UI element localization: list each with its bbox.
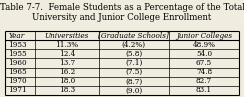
- Text: 1965: 1965: [9, 68, 27, 76]
- Text: Universities: Universities: [45, 32, 89, 40]
- Text: 16.2: 16.2: [59, 68, 75, 76]
- Text: (8.7): (8.7): [125, 77, 142, 85]
- Text: 1955: 1955: [9, 50, 27, 58]
- Text: 1953: 1953: [9, 41, 27, 49]
- Text: 11.3%: 11.3%: [55, 41, 79, 49]
- Text: (7.5): (7.5): [125, 68, 142, 76]
- Text: University and Junior College Enrollment: University and Junior College Enrollment: [32, 13, 212, 22]
- Text: 48.9%: 48.9%: [193, 41, 215, 49]
- Text: 54.0: 54.0: [196, 50, 212, 58]
- Text: 1960: 1960: [9, 59, 27, 67]
- Text: (4.2%): (4.2%): [122, 41, 146, 49]
- Text: (9.0): (9.0): [125, 87, 142, 94]
- Text: 67.5: 67.5: [196, 59, 212, 67]
- Text: (5.8): (5.8): [125, 50, 142, 58]
- Text: Table 7-7.  Female Students as a Percentage of the Total: Table 7-7. Female Students as a Percenta…: [0, 3, 244, 12]
- Text: 1971: 1971: [9, 87, 27, 94]
- Text: [Graduate Schools]: [Graduate Schools]: [98, 32, 169, 40]
- Text: 13.7: 13.7: [59, 59, 75, 67]
- Text: 1970: 1970: [9, 77, 27, 85]
- Text: 74.8: 74.8: [196, 68, 212, 76]
- Text: 18.3: 18.3: [59, 87, 75, 94]
- Text: 83.1: 83.1: [196, 87, 212, 94]
- Text: 12.4: 12.4: [59, 50, 75, 58]
- Text: Junior Colleges: Junior Colleges: [176, 32, 232, 40]
- Text: 18.0: 18.0: [59, 77, 75, 85]
- Text: Year: Year: [9, 32, 25, 40]
- Text: 82.7: 82.7: [196, 77, 212, 85]
- Text: (7.1): (7.1): [125, 59, 142, 67]
